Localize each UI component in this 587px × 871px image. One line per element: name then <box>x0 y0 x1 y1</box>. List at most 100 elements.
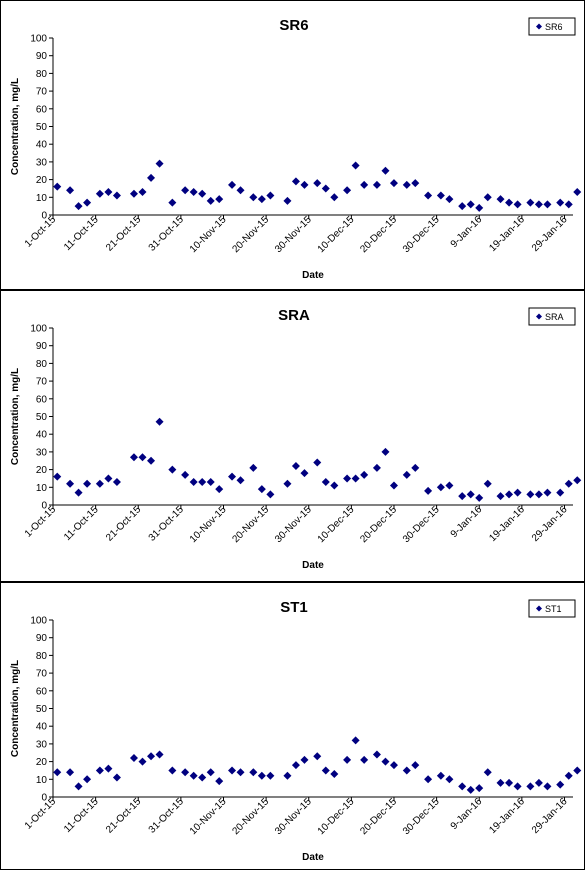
data-point <box>496 492 505 501</box>
data-point <box>189 477 198 486</box>
data-point <box>343 474 352 483</box>
x-tick-label: 31-Oct-15 <box>147 796 187 836</box>
y-axis-label: Concentration, mg/L <box>10 78 21 175</box>
data-point <box>257 771 266 780</box>
data-point <box>236 476 245 485</box>
data-point <box>236 186 245 195</box>
data-point <box>95 479 104 488</box>
chart-title: ST1 <box>280 599 308 616</box>
data-point <box>266 191 275 200</box>
data-point <box>372 180 381 189</box>
y-tick-label: 40 <box>36 430 48 441</box>
x-tick-label: 30-Dec-15 <box>401 214 442 255</box>
data-point <box>458 492 467 501</box>
data-point <box>53 182 62 191</box>
x-tick-label: 31-Oct-15 <box>147 214 187 254</box>
data-point <box>206 477 215 486</box>
data-point <box>198 189 207 198</box>
data-point <box>104 187 113 196</box>
data-point <box>155 159 164 168</box>
data-point <box>321 184 330 193</box>
data-point <box>104 764 113 773</box>
data-point <box>343 755 352 764</box>
data-point <box>475 203 484 212</box>
x-axis-label: Date <box>302 270 324 281</box>
y-tick-label: 80 <box>36 651 48 662</box>
x-axis-label: Date <box>302 852 324 863</box>
data-point <box>138 187 147 196</box>
x-tick-label: 21-Oct-15 <box>104 796 144 836</box>
x-tick-label: 9-Jan-16 <box>449 214 485 250</box>
data-point <box>283 479 292 488</box>
data-point <box>249 193 258 202</box>
data-point <box>181 186 190 195</box>
data-point <box>372 750 381 759</box>
x-tick-label: 30-Dec-15 <box>401 796 442 837</box>
y-tick-label: 50 <box>36 704 48 715</box>
data-point <box>564 771 573 780</box>
chart-panel-sra: SRA Concentration, mg/L Date 0 10 20 30 40 50 60 7… <box>0 290 585 582</box>
data-point <box>83 775 92 784</box>
y-tick-label: 90 <box>36 51 48 62</box>
data-point <box>249 463 258 472</box>
data-point <box>321 766 330 775</box>
data-point <box>283 771 292 780</box>
data-point <box>291 761 300 770</box>
y-axis-label: Concentration, mg/L <box>10 660 21 757</box>
legend-box <box>528 599 576 618</box>
legend-marker <box>536 313 542 320</box>
data-point <box>496 778 505 787</box>
x-tick-label: 29-Jan-16 <box>530 504 570 544</box>
x-tick-label: 19-Jan-16 <box>487 796 527 836</box>
data-point <box>300 180 309 189</box>
chart-panel-sr6: SR6 Concentration, mg/L Date 0 10 20 30 40 50 60 7… <box>0 0 585 290</box>
data-point <box>168 465 177 474</box>
legend-marker <box>536 23 542 30</box>
x-tick-label: 11-Oct-15 <box>62 214 101 253</box>
data-point <box>313 752 322 761</box>
data-point <box>112 773 121 782</box>
y-tick-label: 80 <box>36 359 48 370</box>
y-tick-label: 100 <box>30 324 47 335</box>
data-point <box>505 778 514 787</box>
data-point <box>526 198 535 207</box>
data-point <box>313 458 322 467</box>
x-tick-label: 11-Oct-15 <box>62 796 101 835</box>
y-tick-label: 40 <box>36 140 48 151</box>
data-point <box>215 195 224 204</box>
data-point <box>513 488 522 497</box>
data-point <box>424 486 433 495</box>
data-point <box>266 771 275 780</box>
x-tick-label: 9-Jan-16 <box>449 504 485 540</box>
x-tick-label: 10-Dec-15 <box>316 504 357 545</box>
x-tick-label: 20-Dec-15 <box>358 504 399 545</box>
data-point <box>411 179 420 188</box>
data-point <box>381 166 390 175</box>
x-tick-label: 20-Nov-15 <box>230 796 271 837</box>
data-point <box>147 752 156 761</box>
chart-title: SRA <box>278 307 310 324</box>
data-point <box>360 180 369 189</box>
data-point <box>291 177 300 186</box>
legend: SR6 <box>528 17 576 36</box>
data-point <box>249 768 258 777</box>
data-point <box>466 785 475 794</box>
chart-svg-st1: ST1 Concentration, mg/L Date 0 10 20 30 40 50 60 7… <box>10 599 582 863</box>
data-point <box>534 200 543 209</box>
x-tick-label: 10-Nov-15 <box>188 214 229 255</box>
data-point <box>436 483 445 492</box>
data-point <box>198 477 207 486</box>
data-point <box>257 195 266 204</box>
data-point <box>74 488 83 497</box>
x-tick-label: 9-Jan-16 <box>449 796 485 832</box>
data-point <box>402 470 411 479</box>
data-point <box>236 768 245 777</box>
data-point <box>330 193 339 202</box>
data-point <box>513 782 522 791</box>
data-point <box>129 189 138 198</box>
data-point <box>445 481 454 490</box>
data-point <box>424 191 433 200</box>
data-point <box>181 470 190 479</box>
data-point <box>466 490 475 499</box>
x-tick-label: 19-Jan-16 <box>487 214 527 254</box>
